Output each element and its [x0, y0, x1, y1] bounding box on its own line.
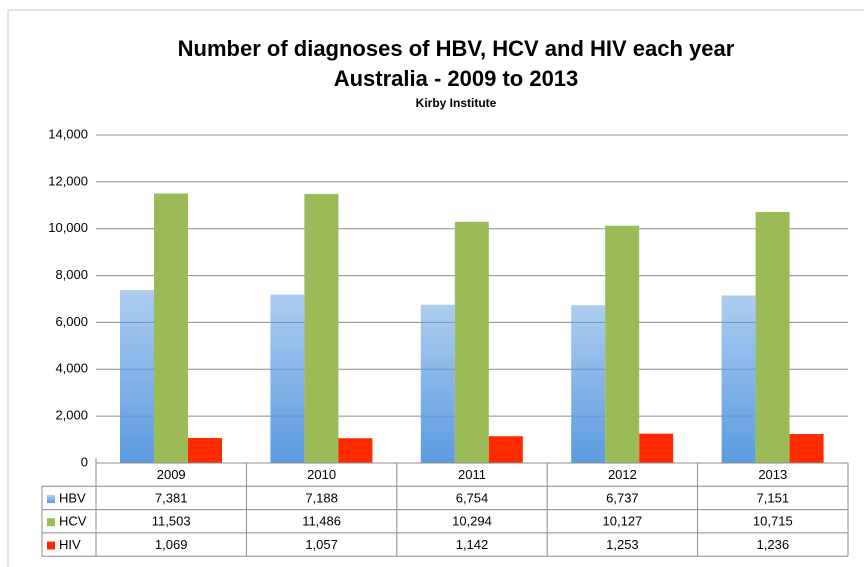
- x-tick-label: 2011: [458, 467, 486, 482]
- bar: [571, 305, 606, 463]
- bar: [188, 437, 222, 463]
- bar: [755, 211, 790, 463]
- x-tick-label: 2012: [608, 467, 637, 482]
- chart-frame: [7, 9, 864, 567]
- y-tick-label: 14,000: [48, 126, 88, 141]
- bar: [454, 221, 489, 463]
- y-tick-label: 6,000: [55, 314, 88, 329]
- table-value: 11,486: [302, 514, 341, 529]
- y-tick-label: 2,000: [55, 408, 88, 423]
- table-value: 10,294: [452, 514, 492, 529]
- table-value: 11,503: [152, 514, 191, 529]
- bar: [338, 438, 373, 463]
- table-value: 7,188: [305, 490, 338, 505]
- x-tick-label: 2010: [307, 467, 336, 482]
- x-tick-label: 2013: [758, 467, 787, 482]
- table-value: 1,236: [757, 537, 790, 552]
- table-value: 7,381: [155, 490, 188, 505]
- bar: [154, 193, 188, 463]
- table-value: 6,754: [456, 490, 489, 505]
- bar: [120, 290, 154, 463]
- legend-label: HCV: [59, 514, 87, 529]
- bar: [420, 304, 455, 463]
- bar: [639, 433, 674, 463]
- y-tick-label: 0: [81, 454, 88, 469]
- table-value: 1,069: [155, 537, 188, 552]
- chart-subtitle: Kirby Institute: [416, 96, 497, 110]
- y-tick-label: 12,000: [48, 173, 88, 188]
- legend-label: HIV: [59, 537, 81, 552]
- bar: [270, 294, 305, 463]
- table-value: 1,253: [606, 537, 639, 552]
- table-value: 1,057: [305, 537, 338, 552]
- legend-swatch: [47, 494, 55, 503]
- table-value: 10,715: [753, 514, 793, 529]
- table-value: 7,151: [757, 490, 790, 505]
- table-value: 1,142: [456, 537, 489, 552]
- legend-swatch: [47, 541, 55, 550]
- table-value: 10,127: [603, 514, 643, 529]
- bar: [789, 434, 824, 463]
- bar: [721, 295, 756, 463]
- legend-label: HBV: [59, 490, 86, 505]
- bar: [605, 225, 640, 463]
- y-tick-label: 4,000: [55, 361, 88, 376]
- bar: [488, 436, 523, 463]
- y-tick-label: 10,000: [48, 220, 88, 235]
- y-tick-label: 8,000: [55, 267, 88, 282]
- legend-swatch: [47, 518, 55, 527]
- x-tick-label: 2009: [157, 467, 186, 482]
- table-value: 6,737: [606, 490, 639, 505]
- chart-title: Number of diagnoses of HBV, HCV and HIV …: [178, 36, 735, 61]
- bar: [304, 193, 339, 464]
- chart-title: Australia - 2009 to 2013: [334, 66, 579, 91]
